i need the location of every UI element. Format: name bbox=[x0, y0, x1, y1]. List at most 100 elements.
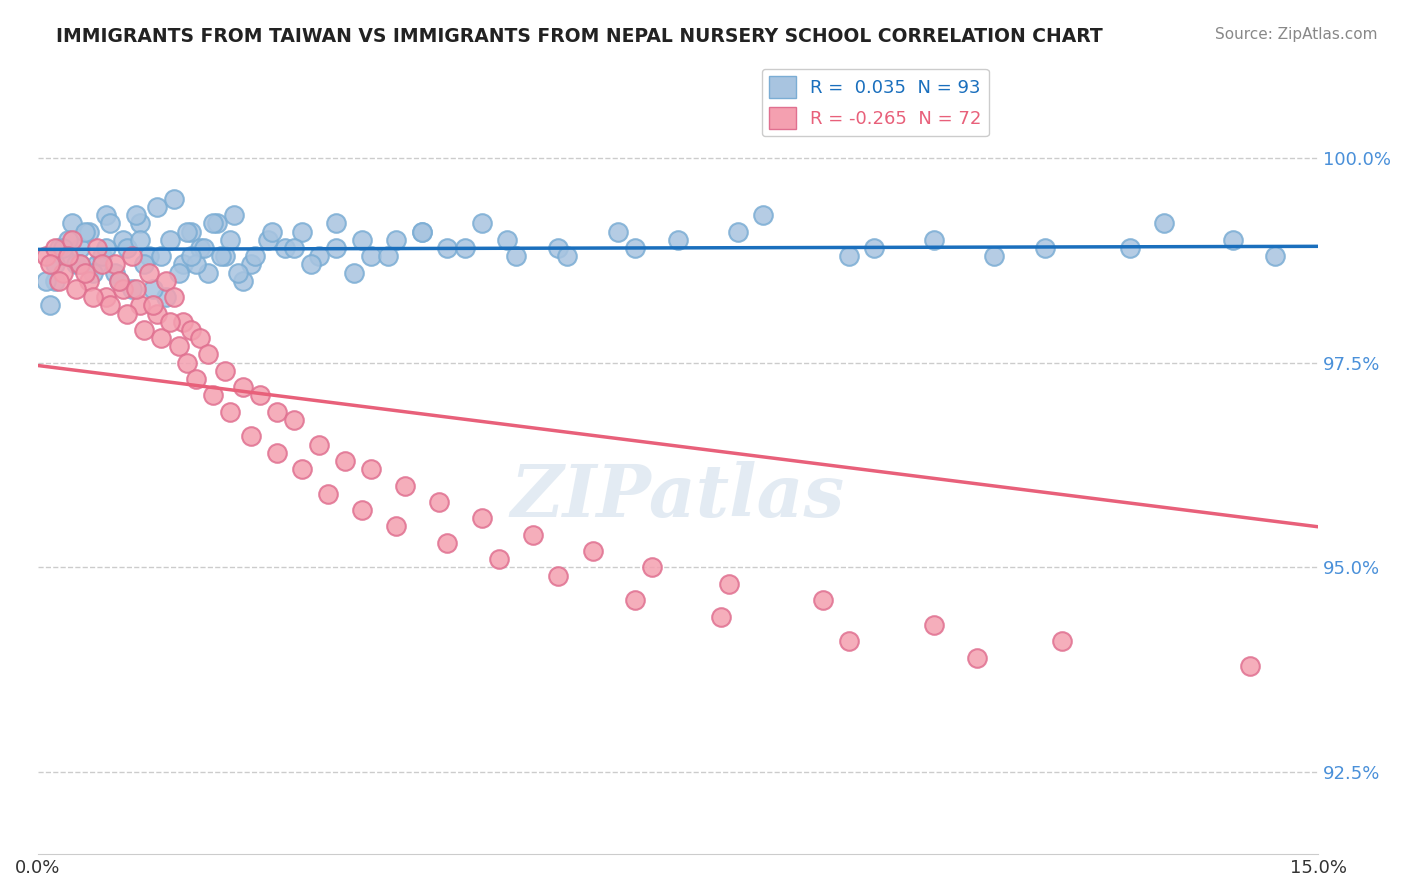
Point bbox=[35, 274, 58, 288]
Point bbox=[249, 388, 271, 402]
Point bbox=[1222, 233, 1244, 247]
Point bbox=[146, 200, 169, 214]
Point bbox=[56, 249, 79, 263]
Point bbox=[505, 249, 527, 263]
Point bbox=[138, 266, 160, 280]
Point bbox=[48, 241, 70, 255]
Point bbox=[94, 208, 117, 222]
Point bbox=[266, 446, 288, 460]
Point bbox=[274, 241, 297, 255]
Point bbox=[291, 225, 314, 239]
Point bbox=[94, 290, 117, 304]
Point bbox=[453, 241, 475, 255]
Point bbox=[218, 405, 240, 419]
Point bbox=[167, 266, 190, 280]
Point bbox=[333, 454, 356, 468]
Point bbox=[394, 478, 416, 492]
Point bbox=[180, 323, 202, 337]
Point bbox=[471, 511, 494, 525]
Point bbox=[214, 364, 236, 378]
Point bbox=[718, 577, 741, 591]
Point bbox=[607, 225, 630, 239]
Point bbox=[283, 413, 305, 427]
Point bbox=[52, 266, 75, 280]
Point bbox=[39, 298, 62, 312]
Point bbox=[176, 356, 198, 370]
Point bbox=[82, 266, 104, 280]
Point bbox=[117, 241, 139, 255]
Point bbox=[471, 216, 494, 230]
Point bbox=[65, 257, 87, 271]
Point bbox=[52, 249, 75, 263]
Point bbox=[522, 527, 544, 541]
Text: ZIPatlas: ZIPatlas bbox=[510, 461, 845, 533]
Point bbox=[155, 290, 177, 304]
Point bbox=[98, 298, 121, 312]
Point bbox=[232, 380, 254, 394]
Point bbox=[1239, 658, 1261, 673]
Point bbox=[488, 552, 510, 566]
Point bbox=[436, 536, 458, 550]
Point bbox=[188, 241, 211, 255]
Point bbox=[811, 593, 834, 607]
Point bbox=[201, 216, 224, 230]
Point bbox=[107, 274, 129, 288]
Point bbox=[77, 225, 100, 239]
Point bbox=[436, 241, 458, 255]
Point bbox=[427, 495, 450, 509]
Point bbox=[134, 323, 156, 337]
Point bbox=[167, 339, 190, 353]
Point bbox=[226, 266, 249, 280]
Point bbox=[82, 290, 104, 304]
Point bbox=[65, 282, 87, 296]
Point bbox=[581, 544, 603, 558]
Point bbox=[180, 249, 202, 263]
Point bbox=[547, 241, 569, 255]
Point bbox=[150, 331, 173, 345]
Point bbox=[966, 650, 988, 665]
Point bbox=[150, 249, 173, 263]
Point bbox=[121, 282, 143, 296]
Point bbox=[197, 347, 219, 361]
Point bbox=[184, 257, 207, 271]
Point bbox=[240, 257, 263, 271]
Point bbox=[197, 266, 219, 280]
Point bbox=[1119, 241, 1142, 255]
Point bbox=[103, 257, 125, 271]
Point bbox=[752, 208, 775, 222]
Point bbox=[232, 274, 254, 288]
Point bbox=[121, 249, 143, 263]
Point bbox=[112, 282, 135, 296]
Point bbox=[360, 249, 382, 263]
Point bbox=[385, 519, 408, 533]
Point bbox=[218, 233, 240, 247]
Point bbox=[163, 192, 186, 206]
Point bbox=[838, 634, 860, 648]
Point bbox=[176, 225, 198, 239]
Point bbox=[48, 274, 70, 288]
Point bbox=[90, 249, 112, 263]
Point bbox=[56, 233, 79, 247]
Point bbox=[125, 282, 148, 296]
Point bbox=[52, 241, 75, 255]
Point bbox=[710, 609, 733, 624]
Point bbox=[308, 437, 330, 451]
Point bbox=[863, 241, 886, 255]
Point bbox=[117, 306, 139, 320]
Point bbox=[193, 241, 215, 255]
Point bbox=[411, 225, 433, 239]
Point bbox=[73, 225, 96, 239]
Point bbox=[308, 249, 330, 263]
Point bbox=[299, 257, 322, 271]
Point bbox=[129, 298, 152, 312]
Point bbox=[188, 331, 211, 345]
Point bbox=[125, 208, 148, 222]
Point bbox=[159, 233, 181, 247]
Point bbox=[1153, 216, 1175, 230]
Point bbox=[385, 233, 408, 247]
Point bbox=[129, 216, 152, 230]
Point bbox=[257, 233, 280, 247]
Point bbox=[325, 241, 347, 255]
Point bbox=[214, 249, 236, 263]
Point bbox=[138, 249, 160, 263]
